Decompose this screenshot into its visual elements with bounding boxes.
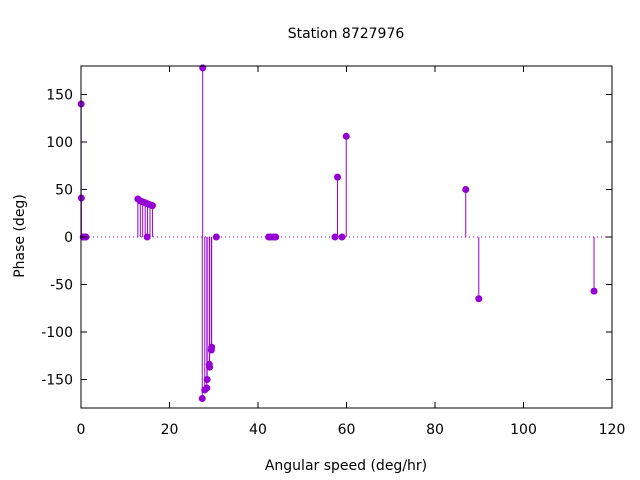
x-tick-label: 40 [249, 422, 267, 438]
data-point [331, 233, 339, 241]
data-point [199, 64, 207, 72]
data-point [203, 376, 211, 383]
data-point [272, 233, 280, 241]
x-tick-label: 0 [77, 422, 86, 438]
data-point [590, 287, 598, 295]
data-point [208, 343, 216, 351]
data-point [342, 132, 350, 140]
x-tick-label: 120 [599, 422, 626, 438]
x-tick-label: 80 [426, 422, 444, 438]
y-tick-label: 100 [46, 135, 73, 151]
data-point [148, 202, 156, 210]
data-point [212, 233, 220, 241]
y-tick-label: -50 [50, 278, 73, 294]
data-point [203, 384, 211, 392]
y-axis-label: Phase (deg) [12, 194, 28, 278]
x-axis-label: Angular speed (deg/hr) [265, 458, 427, 474]
y-tick-label: 0 [64, 230, 73, 246]
x-tick-label: 60 [338, 422, 356, 438]
y-tick-label: 50 [55, 183, 73, 199]
chart-title: Station 8727976 [288, 26, 405, 42]
y-tick-label: -100 [41, 325, 73, 341]
y-tick-label: 150 [46, 88, 73, 104]
data-point [462, 186, 470, 193]
data-point [475, 295, 483, 303]
data-point [338, 233, 346, 241]
y-tick-label: -150 [41, 373, 73, 389]
y-axis-ticks: -150 -100 -50 0 50 100 150 [41, 88, 612, 389]
x-tick-label: 20 [161, 422, 179, 438]
data-point [198, 395, 206, 402]
data-point [206, 363, 214, 371]
data-point [334, 173, 342, 181]
x-tick-label: 100 [510, 422, 537, 438]
x-axis-ticks: 0 20 40 60 80 100 120 [77, 66, 626, 438]
data-point [143, 233, 151, 241]
